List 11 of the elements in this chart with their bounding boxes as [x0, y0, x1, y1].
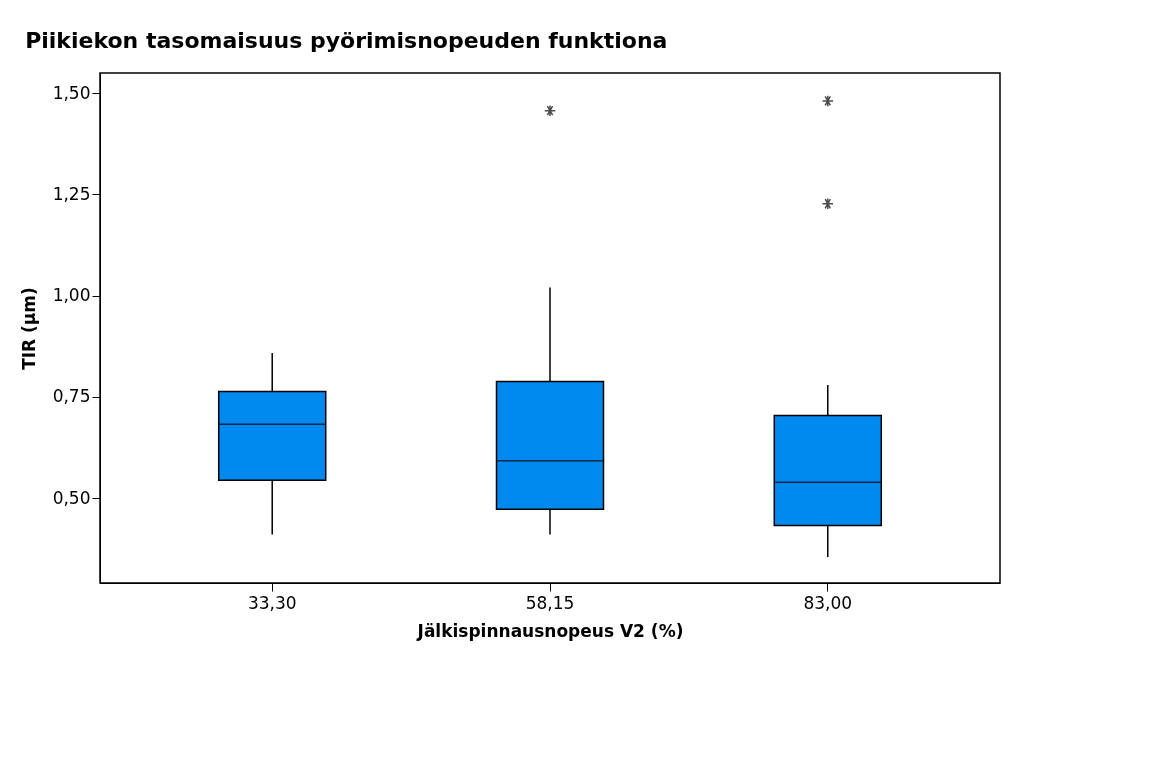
x-axis-title: Jälkispinnausnopeus V2 (%) — [416, 620, 684, 641]
x-tick-label: 33,30 — [247, 592, 297, 613]
y-tick-label: 1,50 — [52, 82, 91, 103]
y-tick-label: 1,00 — [52, 285, 91, 306]
x-tick-label: 83,00 — [803, 592, 853, 613]
y-tick-label: 1,25 — [52, 183, 91, 204]
y-tick-label: 0,75 — [52, 386, 91, 407]
y-axis-title: TIR (µm) — [18, 287, 39, 370]
x-tick-label: 58,15 — [525, 592, 575, 613]
y-tick-label: 0,50 — [52, 487, 91, 508]
chart-title: Piikiekon tasomaisuus pyörimisnopeuden funktiona — [25, 28, 668, 53]
